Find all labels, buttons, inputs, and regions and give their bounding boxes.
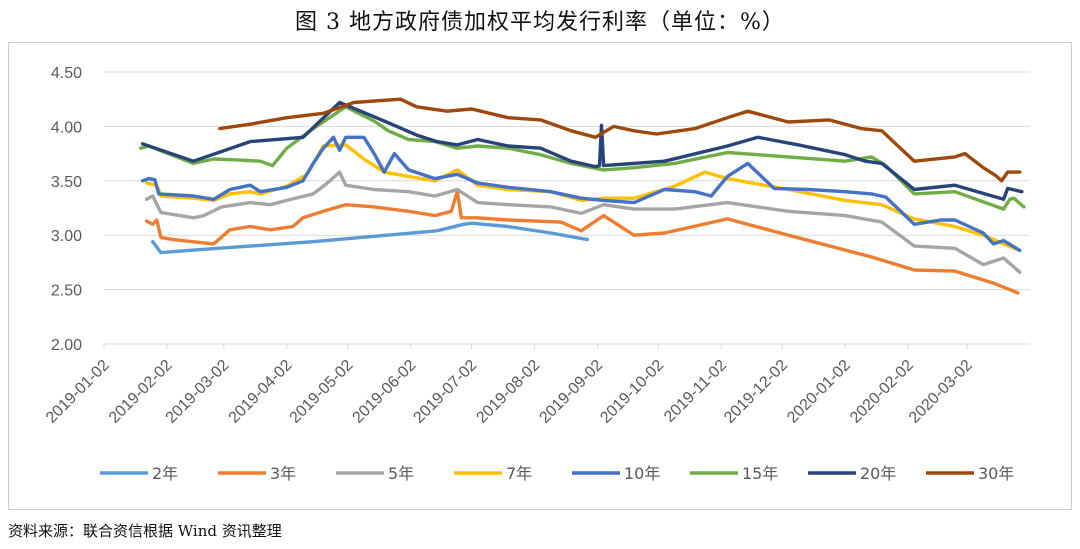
series-line: [140, 135, 1022, 253]
series-line: [138, 105, 1026, 211]
series-line: [144, 170, 1022, 274]
x-tick-label: 2020-01-02: [784, 357, 854, 427]
legend-label: 3年: [270, 464, 296, 483]
x-tick-label: 2019-12-02: [721, 357, 791, 427]
x-tick-label: 2019-04-02: [226, 357, 296, 427]
x-tick-label: 2020-03-02: [906, 357, 976, 427]
source-note: 资料来源：联合资信根据 Wind 资讯整理: [8, 522, 282, 540]
legend-label: 15年: [742, 464, 778, 483]
x-tick-label: 2019-11-02: [661, 357, 730, 426]
x-tick-label: 2019-09-02: [536, 357, 606, 427]
legend-label: 10年: [624, 464, 660, 483]
series-line: [140, 100, 1024, 202]
x-tick-label: 2019-08-02: [473, 357, 543, 427]
x-tick-label: 2019-01-02: [43, 357, 113, 427]
series-line: [218, 97, 1022, 183]
chart-title: 图 3 地方政府债加权平均发行利率（单位：%）: [295, 10, 785, 35]
y-tick-label: 3.50: [51, 174, 82, 191]
y-tick-label: 3.00: [51, 228, 82, 245]
legend-label: 20年: [860, 464, 896, 483]
line-chart: 2.00 2.50 3.00 3.50 4.00 4.50 2019-01-02 2019-0…: [43, 65, 1030, 483]
y-tick-label: 4.50: [51, 65, 82, 82]
x-tick-label: 2019-10-02: [597, 357, 667, 427]
legend-label: 30年: [978, 464, 1014, 483]
legend-label: 2年: [152, 464, 178, 483]
series-line: [150, 221, 589, 255]
legend-label: 7年: [506, 464, 532, 483]
series-line: [144, 189, 1020, 295]
x-tick-label: 2019-07-02: [410, 357, 480, 427]
y-tick-label: 4.00: [51, 119, 82, 136]
x-tick-label: 2019-06-02: [350, 357, 420, 427]
y-tick-label: 2.00: [51, 337, 82, 354]
y-tick-label: 2.50: [51, 283, 82, 300]
legend-label: 5年: [388, 464, 414, 483]
x-tick-label: 2019-05-02: [287, 357, 357, 427]
